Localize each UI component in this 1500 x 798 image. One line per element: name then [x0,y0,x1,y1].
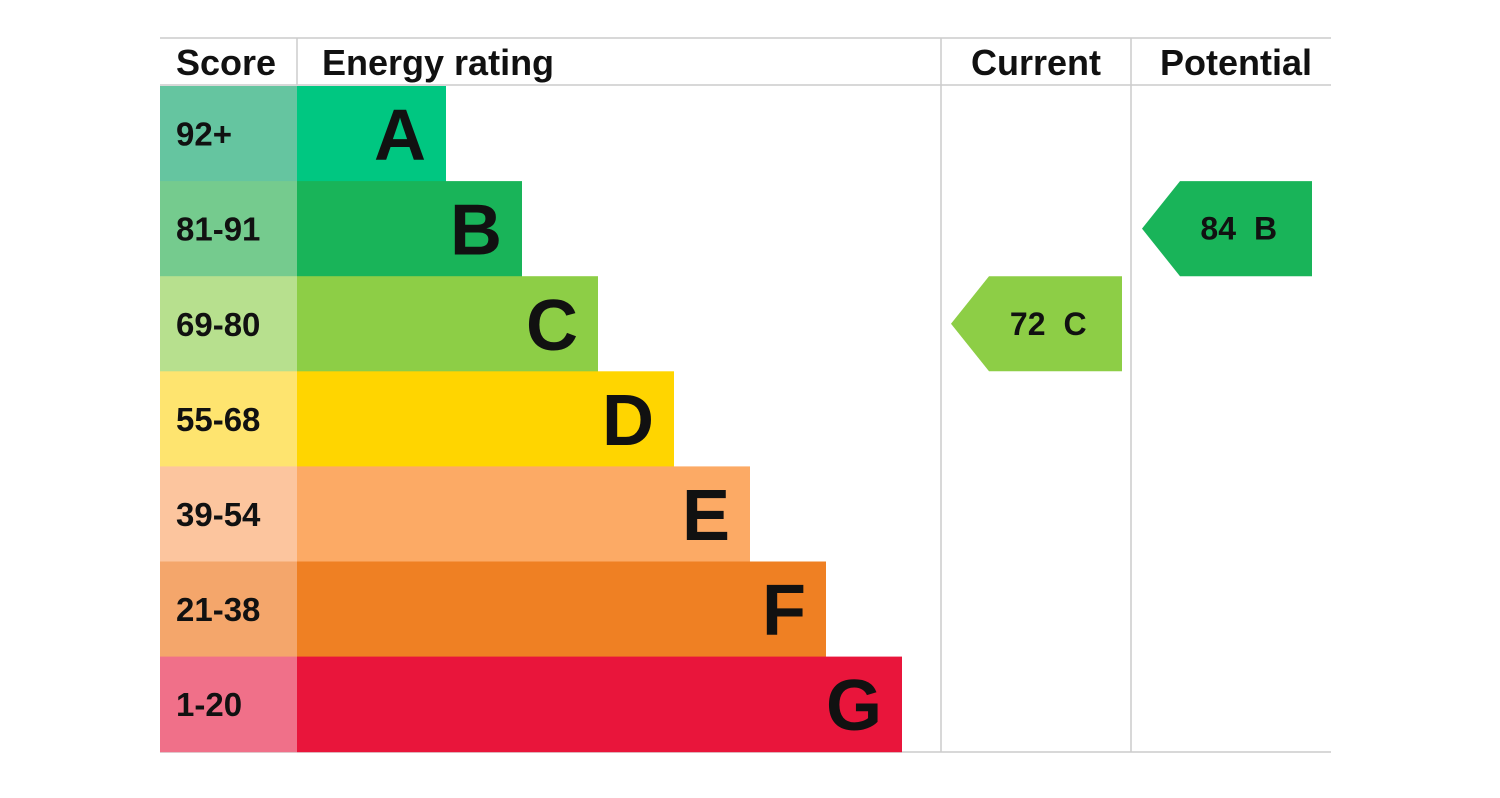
band-row-d: 55-68 D [160,371,674,467]
potential-rating-arrow: 84 B [1142,181,1312,277]
score-header: Score [176,42,276,83]
rating-arrows: 72 C 84 B [951,181,1312,372]
score-label-g: 1-20 [176,686,242,723]
band-row-c: 69-80 C [160,276,598,372]
band-bar-b [297,181,522,277]
band-row-a: 92+ A [160,86,446,182]
current-header: Current [971,42,1101,83]
score-cell-a [160,86,297,182]
band-bar-g [297,656,902,753]
band-letter-c: C [526,286,578,366]
band-bar-f [297,561,826,658]
potential-letter: B [1254,211,1277,247]
band-row-f: 21-38 F [160,561,826,658]
rating-bands: 92+ A 81-91 B 69-80 C 55-68 D 39-54 E 21-38 F 1-20 G [160,86,902,753]
score-cell-c [160,276,297,372]
potential-value: 84 [1200,211,1236,247]
band-letter-g: G [826,666,882,746]
score-label-c: 69-80 [176,306,260,343]
score-label-f: 21-38 [176,591,260,628]
potential-header: Potential [1160,42,1312,83]
current-letter: C [1064,306,1087,342]
score-cell-d [160,371,297,467]
band-letter-e: E [682,476,730,556]
band-bar-a [297,86,446,182]
energy-rating-header: Energy rating [322,42,554,83]
band-bar-d [297,371,674,467]
score-label-e: 39-54 [176,496,261,533]
band-row-b: 81-91 B [160,181,522,277]
current-arrow-shape [951,276,1122,372]
band-letter-a: A [374,96,426,176]
header-row: Score Energy rating Current Potential [176,42,1312,83]
score-label-b: 81-91 [176,211,260,248]
score-cell-e [160,466,297,562]
score-cell-g [160,656,297,753]
band-letter-d: D [602,381,654,461]
current-rating-arrow: 72 C [951,276,1122,372]
band-bar-e [297,466,750,562]
band-row-e: 39-54 E [160,466,750,562]
potential-arrow-shape [1142,181,1312,277]
current-value: 72 [1010,306,1046,342]
score-cell-f [160,561,297,658]
score-label-d: 55-68 [176,401,260,438]
score-label-a: 92+ [176,116,232,153]
band-row-g: 1-20 G [160,656,902,753]
band-bar-c [297,276,598,372]
band-letter-b: B [450,191,502,271]
score-cell-b [160,181,297,277]
band-letter-f: F [762,571,806,651]
